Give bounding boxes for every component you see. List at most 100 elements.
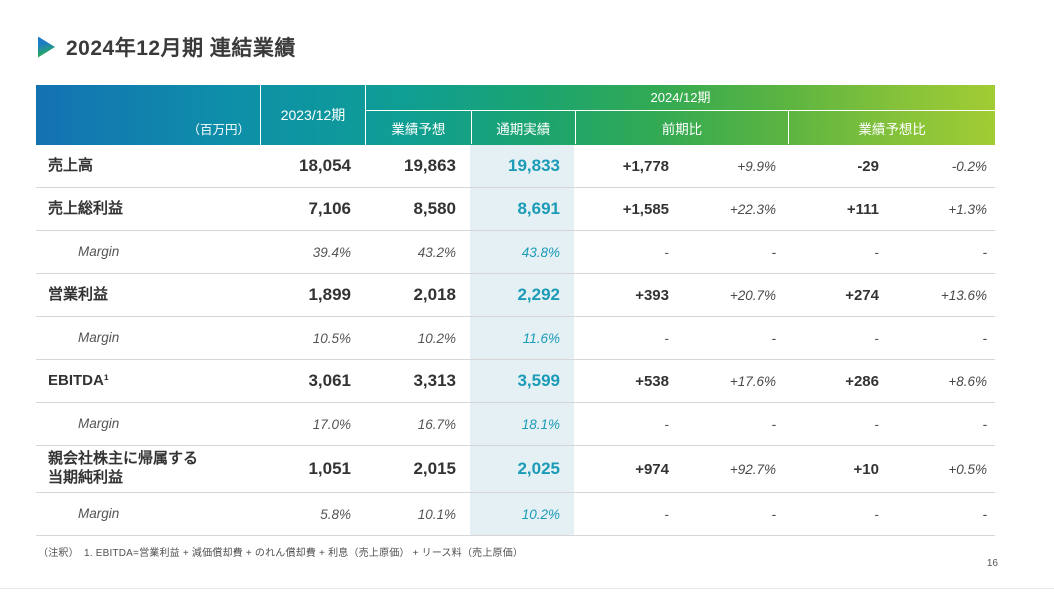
slide-bottom-edge [0, 588, 1054, 589]
cell-forecast: 3,313 [413, 371, 456, 390]
cell-yoy-percent: - [771, 330, 777, 346]
cell-actual: 43.8% [470, 231, 574, 273]
cell-vs-forecast-value: - [874, 416, 880, 432]
cell-actual: 10.2% [470, 493, 574, 535]
footnote: （注釈） 1. EBITDA=営業利益 + 減価償却費 + のれん償却費 + 利… [38, 548, 524, 559]
row-label: Margin [78, 505, 120, 521]
title-block: 2024年12月期 連結業績 [38, 32, 296, 62]
page-number: 16 [986, 558, 998, 569]
cell-vs-forecast-value: - [874, 506, 880, 522]
cell-vs-forecast-percent: -0.2% [951, 158, 987, 174]
cell-yoy-value: +1,585 [622, 200, 669, 218]
row-label: 売上総利益 [48, 199, 124, 217]
cell-vs-forecast-value: -29 [857, 157, 879, 175]
cell-vs-forecast-percent: +0.5% [948, 461, 987, 477]
cell-yoy-percent: +92.7% [729, 461, 776, 477]
cell-yoy-value: +538 [635, 372, 669, 390]
cell-forecast: 10.2% [417, 330, 456, 346]
cell-vs-forecast-percent: - [982, 506, 988, 522]
cell-forecast: 2,018 [413, 285, 456, 304]
cell-actual: 2,292 [470, 274, 574, 316]
table-row: Margin 39.4% 43.2% 43.8% - - - - [36, 231, 995, 274]
row-label: Margin [78, 329, 120, 345]
cell-yoy-value: +393 [635, 286, 669, 304]
cell-actual: 2,025 [470, 446, 574, 492]
row-label: 親会社株主に帰属する 当期純利益 [48, 450, 199, 486]
fy2024-header-group: 2024/12期 業績予想 通期実績 前期比 業績予想比 [365, 85, 995, 145]
vs-forecast-column-header: 業績予想比 [788, 111, 995, 144]
fy2024-subheader-row: 業績予想 通期実績 前期比 業績予想比 [366, 111, 995, 144]
cell-fy2023: 3,061 [308, 371, 351, 390]
cell-vs-forecast-percent: - [982, 244, 988, 260]
cell-yoy-value: - [664, 330, 670, 346]
table-row: Margin 17.0% 16.7% 18.1% - - - - [36, 403, 995, 446]
cell-yoy-percent: +17.6% [729, 373, 776, 389]
row-label: Margin [78, 243, 120, 259]
yoy-column-header: 前期比 [574, 111, 789, 144]
cell-forecast: 2,015 [413, 459, 456, 478]
cell-fy2023: 18,054 [299, 156, 351, 175]
cell-fy2023: 10.5% [312, 330, 351, 346]
table-row: 親会社株主に帰属する 当期純利益 1,051 2,015 2,025 +974 +92.7… [36, 446, 995, 493]
financial-results-table: （百万円） 2023/12期 2024/12期 業績予想 通期実績 前期比 業績… [36, 85, 995, 536]
cell-actual: 19,833 [470, 145, 574, 187]
table-row: 売上総利益 7,106 8,580 8,691 +1,585 +22.3% +111 +1.3… [36, 188, 995, 231]
cell-forecast: 8,580 [413, 199, 456, 218]
table-row: 売上高 18,054 19,863 19,833 +1,778 +9.9% -29 -0.2% [36, 145, 995, 188]
table-row: 営業利益 1,899 2,018 2,292 +393 +20.7% +274 +13.6% [36, 274, 995, 317]
cell-yoy-percent: +9.9% [737, 158, 776, 174]
cell-fy2023: 1,051 [308, 459, 351, 478]
cell-fy2023: 5.8% [320, 506, 351, 522]
cell-yoy-percent: +20.7% [729, 287, 776, 303]
cell-vs-forecast-value: +274 [845, 286, 879, 304]
cell-forecast: 19,863 [404, 156, 456, 175]
cell-forecast: 10.1% [417, 506, 456, 522]
unit-header-cell: （百万円） [187, 123, 250, 137]
cell-vs-forecast-percent: - [982, 330, 988, 346]
table-header: （百万円） 2023/12期 2024/12期 業績予想 通期実績 前期比 業績… [36, 85, 995, 145]
cell-vs-forecast-percent: +8.6% [948, 373, 987, 389]
play-triangle-icon [38, 36, 55, 58]
cell-forecast: 16.7% [417, 416, 456, 432]
cell-vs-forecast-percent: +13.6% [940, 287, 987, 303]
cell-actual: 8,691 [470, 188, 574, 230]
cell-yoy-value: - [664, 244, 670, 260]
cell-yoy-percent: - [771, 416, 777, 432]
row-label: 営業利益 [48, 285, 109, 303]
fy2024-column-header: 2024/12期 [366, 85, 995, 111]
cell-vs-forecast-value: +10 [853, 460, 879, 478]
fy2023-column-header: 2023/12期 [260, 85, 365, 145]
cell-vs-forecast-value: +286 [845, 372, 879, 390]
row-label: 売上高 [48, 156, 94, 174]
cell-yoy-value: +1,778 [622, 157, 669, 175]
row-label: Margin [78, 415, 120, 431]
cell-vs-forecast-percent: - [982, 416, 988, 432]
cell-yoy-percent: +22.3% [729, 201, 776, 217]
table-row: EBITDA¹ 3,061 3,313 3,599 +538 +17.6% +286 +8.6… [36, 360, 995, 403]
cell-yoy-value: - [664, 416, 670, 432]
table-row: Margin 10.5% 10.2% 11.6% - - - - [36, 317, 995, 360]
cell-actual: 11.6% [470, 317, 574, 359]
cell-yoy-percent: - [771, 506, 777, 522]
cell-yoy-value: - [664, 506, 670, 522]
cell-actual: 3,599 [470, 360, 574, 402]
cell-actual: 18.1% [470, 403, 574, 445]
cell-fy2023: 1,899 [308, 285, 351, 304]
cell-fy2023: 7,106 [308, 199, 351, 218]
actual-column-header: 通期実績 [470, 111, 575, 144]
table-row: Margin 5.8% 10.1% 10.2% - - - - [36, 493, 995, 536]
cell-vs-forecast-percent: +1.3% [948, 201, 987, 217]
cell-vs-forecast-value: +111 [846, 200, 879, 218]
cell-yoy-value: +974 [635, 460, 669, 478]
page-title: 2024年12月期 連結業績 [66, 37, 296, 60]
table-body: 売上高 18,054 19,863 19,833 +1,778 +9.9% -29 -0.2%… [36, 145, 995, 536]
cell-vs-forecast-value: - [874, 330, 880, 346]
row-label: EBITDA¹ [48, 371, 109, 389]
forecast-column-header: 業績予想 [391, 121, 446, 137]
cell-forecast: 43.2% [417, 244, 456, 260]
cell-fy2023: 17.0% [312, 416, 351, 432]
cell-vs-forecast-value: - [874, 244, 880, 260]
cell-yoy-percent: - [771, 244, 777, 260]
cell-fy2023: 39.4% [312, 244, 351, 260]
